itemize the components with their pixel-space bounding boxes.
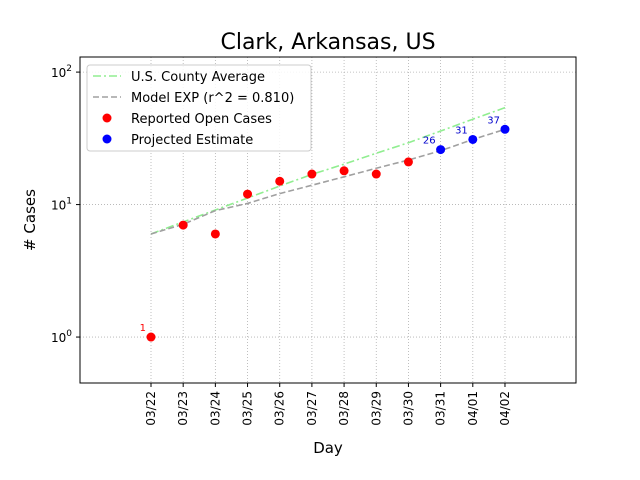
- x-tick-label: 03/31: [434, 391, 448, 426]
- x-tick-label: 03/25: [241, 391, 255, 426]
- x-tick-label: 04/02: [498, 391, 512, 426]
- x-tick-label: 03/26: [273, 391, 287, 426]
- data-point: [468, 134, 478, 144]
- data-label: 37: [487, 115, 500, 126]
- x-tick-label: 03/27: [305, 391, 319, 426]
- data-annotations: 1 26 31 37: [140, 115, 500, 334]
- y-tick-label: 102: [51, 64, 72, 80]
- data-point: [307, 169, 317, 179]
- data-point: [210, 229, 220, 239]
- series-line: [150, 106, 506, 235]
- data-point: [339, 166, 349, 176]
- data-label: 31: [455, 125, 468, 136]
- data-markers: [146, 124, 510, 342]
- data-point: [243, 189, 253, 199]
- y-tick-label: 101: [51, 197, 72, 213]
- y-tick-label: 100: [51, 329, 72, 345]
- y-axis-ticks: 100 101 102: [51, 64, 80, 345]
- legend-frame: [86, 64, 312, 152]
- data-point: [436, 145, 446, 155]
- data-point: [371, 169, 381, 179]
- legend-label: Projected Estimate: [131, 133, 253, 148]
- x-axis-label: Day: [313, 439, 343, 457]
- x-tick-label: 03/29: [369, 391, 383, 426]
- series-line: [150, 128, 506, 235]
- chart-title: Clark, Arkansas, US: [220, 30, 435, 55]
- legend-swatch: [102, 113, 112, 123]
- data-point: [178, 220, 188, 230]
- legend-label: Model EXP (r^2 = 0.810): [131, 91, 294, 106]
- x-tick-label: 03/22: [144, 391, 158, 426]
- legend: U.S. County Average Model EXP (r^2 = 0.81…: [86, 64, 312, 152]
- legend-label: U.S. County Average: [131, 70, 265, 85]
- plot-frame: [79, 56, 577, 384]
- data-point: [275, 176, 285, 186]
- x-tick-label: 03/28: [337, 391, 351, 426]
- x-axis-ticks: 03/22 03/23 03/24 03/25 03/26 03/27 03/28 03/29…: [144, 383, 512, 426]
- x-tick-label: 03/24: [208, 391, 222, 426]
- legend-swatch: [102, 134, 112, 144]
- data-label: 1: [140, 323, 146, 334]
- x-tick-label: 03/23: [176, 391, 190, 426]
- series-lines: [150, 106, 506, 235]
- legend-label: Reported Open Cases: [131, 112, 272, 127]
- data-point: [146, 332, 156, 342]
- x-tick-label: 04/01: [466, 391, 480, 426]
- data-label: 26: [423, 136, 436, 147]
- data-point: [500, 124, 510, 134]
- y-axis-label: # Cases: [21, 189, 39, 251]
- x-tick-label: 03/30: [401, 391, 415, 426]
- data-point: [403, 157, 413, 167]
